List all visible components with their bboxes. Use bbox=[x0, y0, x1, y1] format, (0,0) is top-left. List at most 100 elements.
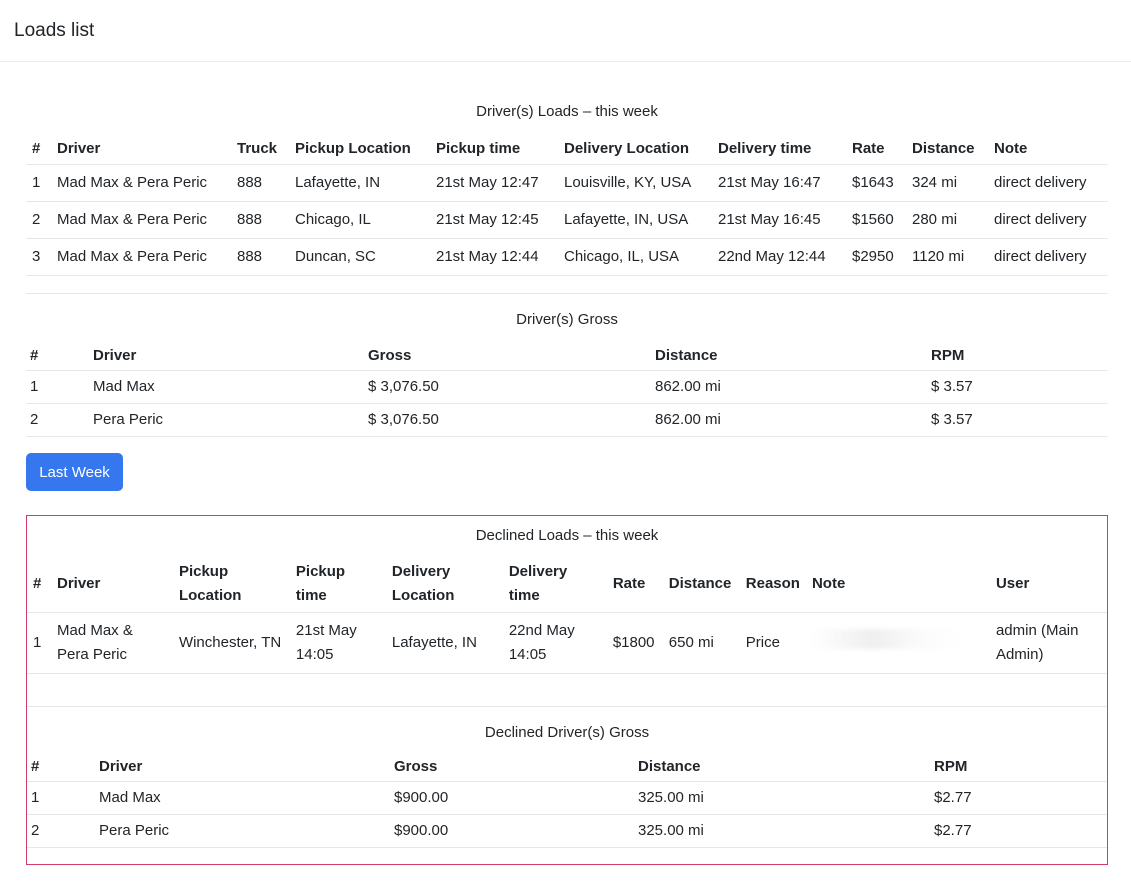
column-header: Rate bbox=[612, 574, 646, 592]
table-cell: 1 bbox=[26, 163, 51, 201]
column-header: RPM bbox=[931, 347, 965, 365]
table-cell: $ 3.57 bbox=[927, 369, 1108, 403]
table-cell: Chicago, IL bbox=[289, 200, 430, 238]
table-cell: 21st May 16:45 bbox=[712, 200, 846, 238]
table-cell: Lafayette, IN, USA bbox=[558, 200, 712, 238]
driver-loads-table: # Driver Truck Pickup Location Pickup ti… bbox=[26, 134, 1108, 276]
table-cell: Mad Max & Pera Peric bbox=[51, 163, 231, 201]
column-header: Pickup Location bbox=[178, 562, 242, 604]
column-header: Driver bbox=[93, 347, 137, 365]
table-cell: $2.77 bbox=[930, 813, 1107, 848]
driver-gross-table: # Driver Gross Distance RPM 1 Mad Max $ … bbox=[26, 342, 1108, 437]
column-header: RPM bbox=[934, 758, 968, 776]
column-header: Pickup time bbox=[295, 562, 346, 604]
column-header: Delivery time bbox=[718, 140, 812, 158]
table-cell: Pera Peric bbox=[95, 813, 390, 848]
column-header: Note bbox=[994, 140, 1028, 158]
table-cell: Mad Max bbox=[89, 369, 364, 403]
table-cell: Mad Max bbox=[95, 780, 390, 814]
table-cell: 324 mi bbox=[906, 163, 988, 201]
table-cell: direct delivery bbox=[988, 163, 1108, 201]
table-cell: 888 bbox=[231, 237, 289, 276]
table-cell: direct delivery bbox=[988, 237, 1108, 276]
table-cell: $ 3.57 bbox=[927, 402, 1108, 437]
table-cell: 21st May 12:47 bbox=[430, 163, 558, 201]
column-header: Delivery Location bbox=[564, 140, 690, 158]
table-cell: 2 bbox=[26, 402, 89, 437]
column-header: Gross bbox=[394, 758, 438, 776]
table-cell: 21st May 14:05 bbox=[289, 611, 386, 674]
table-row: 1 Mad Max $900.00 325.00 mi $2.77 bbox=[27, 780, 1107, 814]
redacted-note bbox=[811, 628, 962, 649]
table-cell: 1 bbox=[27, 780, 95, 814]
table-cell: 22nd May 12:44 bbox=[712, 237, 846, 276]
table-cell: direct delivery bbox=[988, 200, 1108, 238]
table-cell: admin (Main Admin) bbox=[989, 611, 1107, 674]
table-cell: 2 bbox=[26, 200, 51, 238]
declined-gross-title: Declined Driver(s) Gross bbox=[484, 724, 650, 741]
table-cell: $900.00 bbox=[390, 813, 634, 848]
note-cell bbox=[805, 611, 990, 674]
declined-section: Declined Loads – this week # Driver Pick… bbox=[26, 515, 1108, 865]
table-cell: 325.00 mi bbox=[634, 780, 930, 814]
table-row: 2 Pera Peric $ 3,076.50 862.00 mi $ 3.57 bbox=[26, 402, 1108, 437]
table-cell: $1560 bbox=[846, 200, 906, 238]
driver-gross-title: Driver(s) Gross bbox=[516, 311, 618, 328]
table-row: 2 Pera Peric $900.00 325.00 mi $2.77 bbox=[27, 813, 1107, 848]
column-header: Reason bbox=[745, 574, 800, 592]
table-cell: Mad Max & Pera Peric bbox=[51, 237, 231, 276]
table-cell: 3 bbox=[26, 237, 51, 276]
table-cell: Mad Max & Pera Peric bbox=[51, 200, 231, 238]
table-cell: 280 mi bbox=[906, 200, 988, 238]
table-row: 1 Mad Max & Pera Peric 888 Lafayette, IN… bbox=[26, 163, 1108, 201]
column-header: Pickup time bbox=[436, 140, 521, 158]
column-header: Distance bbox=[638, 758, 701, 776]
column-header: # bbox=[32, 140, 41, 158]
table-cell: Mad Max & Pera Peric bbox=[50, 611, 173, 674]
column-header: Delivery time bbox=[508, 562, 568, 604]
section-divider bbox=[27, 706, 1107, 707]
section-divider bbox=[26, 293, 1108, 294]
table-cell: $1800 bbox=[606, 611, 663, 674]
declined-loads-title: Declined Loads – this week bbox=[475, 527, 659, 544]
table-cell: $1643 bbox=[846, 163, 906, 201]
column-header: Driver bbox=[57, 140, 101, 158]
table-row: 1 Mad Max & Pera Peric Winchester, TN 21… bbox=[27, 611, 1107, 674]
column-header: Delivery Location bbox=[391, 562, 455, 604]
column-header: Driver bbox=[99, 758, 143, 776]
table-row: 2 Mad Max & Pera Peric 888 Chicago, IL 2… bbox=[26, 200, 1108, 238]
table-cell: $ 3,076.50 bbox=[364, 369, 651, 403]
table-cell: $900.00 bbox=[390, 780, 634, 814]
column-header: Distance bbox=[912, 140, 975, 158]
table-cell: 22nd May 14:05 bbox=[502, 611, 607, 674]
declined-loads-table: # Driver Pickup Location Pickup time Del… bbox=[27, 556, 1107, 674]
column-header: User bbox=[995, 574, 1030, 592]
page-title: Loads list bbox=[14, 20, 95, 41]
table-cell: 1 bbox=[26, 369, 89, 403]
table-cell: Lafayette, IN bbox=[289, 163, 430, 201]
table-cell: 21st May 12:44 bbox=[430, 237, 558, 276]
last-week-button[interactable]: Last Week bbox=[26, 453, 123, 491]
table-cell: 650 mi bbox=[662, 611, 740, 674]
table-cell: 862.00 mi bbox=[651, 402, 927, 437]
column-header: Pickup Location bbox=[295, 140, 411, 158]
column-header: Distance bbox=[668, 574, 732, 592]
driver-loads-section: Driver(s) Loads – this week # Driver Tru… bbox=[26, 102, 1108, 276]
driver-gross-header-row: # Driver Gross Distance RPM bbox=[26, 342, 1108, 370]
table-cell: Lafayette, IN bbox=[385, 611, 503, 674]
declined-gross-table: # Driver Gross Distance RPM 1 Mad Max $9… bbox=[27, 753, 1107, 848]
column-header: Distance bbox=[655, 347, 718, 365]
page-header: Loads list bbox=[0, 0, 1131, 62]
declined-header-row: # Driver Pickup Location Pickup time Del… bbox=[27, 556, 1107, 612]
column-header: Driver bbox=[56, 574, 101, 592]
table-cell: 2 bbox=[27, 813, 95, 848]
driver-loads-title: Driver(s) Loads – this week bbox=[476, 103, 658, 120]
table-cell: 888 bbox=[231, 163, 289, 201]
table-cell: 21st May 12:45 bbox=[430, 200, 558, 238]
driver-gross-section: Driver(s) Gross # Driver Gross Distance … bbox=[26, 310, 1108, 437]
driver-loads-header-row: # Driver Truck Pickup Location Pickup ti… bbox=[26, 134, 1108, 164]
table-cell: $ 3,076.50 bbox=[364, 402, 651, 437]
column-header: Rate bbox=[852, 140, 885, 158]
declined-gross-header-row: # Driver Gross Distance RPM bbox=[27, 753, 1107, 781]
table-cell: Pera Peric bbox=[89, 402, 364, 437]
